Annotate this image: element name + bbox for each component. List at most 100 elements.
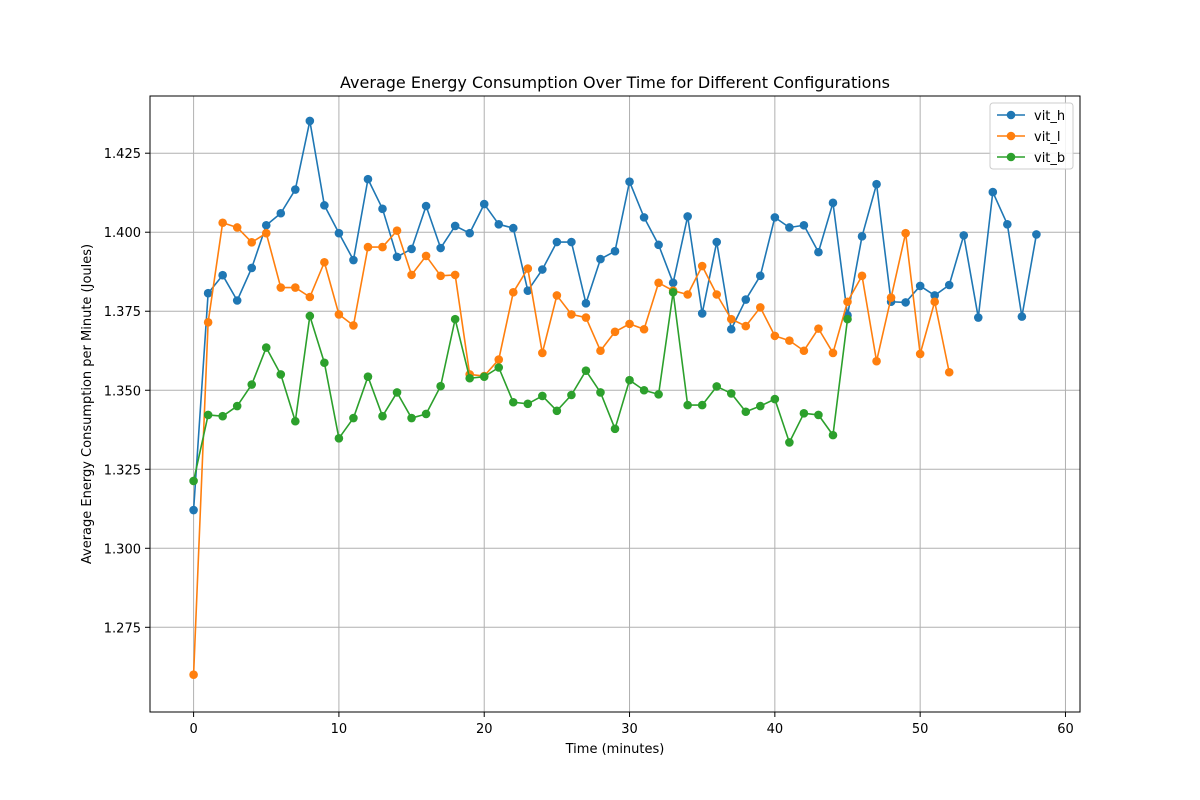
data-point-vit_l xyxy=(872,356,881,366)
data-point-vit_h xyxy=(1003,220,1012,229)
x-axis-label: Time (minutes) xyxy=(565,742,665,757)
data-point-vit_h xyxy=(465,228,474,238)
data-point-vit_b xyxy=(320,358,329,368)
data-point-vit_l xyxy=(203,318,213,327)
data-point-vit_b xyxy=(756,401,765,411)
series-vit_l xyxy=(189,218,954,679)
data-point-vit_h xyxy=(610,246,620,256)
legend-label-vit_h: vit_h xyxy=(1034,109,1065,124)
data-point-vit_h xyxy=(712,237,722,247)
data-point-vit_h xyxy=(756,271,765,281)
data-point-vit_l xyxy=(639,324,649,334)
grid-lines xyxy=(150,96,1080,712)
x-tick-label: 10 xyxy=(331,722,348,737)
data-point-vit_h xyxy=(349,255,358,265)
data-point-vit_b xyxy=(596,388,605,397)
data-point-vit_l xyxy=(581,313,591,322)
data-point-vit_h xyxy=(697,309,707,318)
y-tick-label: 1.375 xyxy=(104,305,141,320)
data-point-vit_b xyxy=(610,424,620,434)
data-point-vit_l xyxy=(886,293,896,302)
series-layer xyxy=(189,116,1041,679)
legend-label-vit_l: vit_l xyxy=(1034,130,1061,145)
data-point-vit_l xyxy=(712,290,722,299)
data-point-vit_h xyxy=(203,288,213,298)
data-point-vit_h xyxy=(901,298,910,307)
data-point-vit_h xyxy=(872,179,881,189)
data-point-vit_h xyxy=(1017,312,1027,321)
data-point-vit_b xyxy=(683,400,692,410)
data-point-vit_l xyxy=(944,367,954,377)
data-point-vit_h xyxy=(741,295,751,304)
data-point-vit_h xyxy=(654,240,663,250)
data-point-vit_b xyxy=(450,314,460,324)
data-point-vit_b xyxy=(363,372,373,381)
y-tick-label: 1.350 xyxy=(104,384,141,399)
data-point-vit_h xyxy=(683,212,692,221)
data-point-vit_b xyxy=(552,406,562,416)
data-point-vit_h xyxy=(973,313,983,322)
data-point-vit_h xyxy=(261,220,271,230)
data-point-vit_l xyxy=(494,355,504,364)
data-point-vit_h xyxy=(363,174,373,184)
data-point-vit_l xyxy=(363,242,373,252)
data-point-vit_l xyxy=(770,331,780,341)
data-point-vit_h xyxy=(668,278,678,288)
data-point-vit_l xyxy=(334,310,344,319)
data-point-vit_l xyxy=(683,290,692,299)
data-point-vit_l xyxy=(799,346,809,356)
data-point-vit_l xyxy=(436,271,445,281)
legend-marker-vit_b xyxy=(1006,152,1016,162)
data-point-vit_l xyxy=(421,251,431,261)
data-point-vit_l xyxy=(567,310,576,319)
data-point-vit_l xyxy=(538,348,547,358)
data-point-vit_l xyxy=(596,346,605,356)
data-point-vit_l xyxy=(450,270,460,280)
data-point-vit_h xyxy=(421,201,431,211)
data-point-vit_h xyxy=(291,185,300,194)
data-point-vit_h xyxy=(814,247,823,257)
data-point-vit_l xyxy=(218,218,227,228)
data-point-vit_b xyxy=(697,400,707,410)
data-point-vit_l xyxy=(261,228,271,238)
data-point-vit_b xyxy=(421,409,431,419)
data-point-vit_l xyxy=(508,287,518,297)
data-point-vit_b xyxy=(770,394,780,404)
data-point-vit_h xyxy=(392,252,402,262)
data-point-vit_l xyxy=(843,297,852,307)
data-point-vit_b xyxy=(276,370,286,379)
data-point-vit_b xyxy=(465,373,474,383)
data-point-vit_h xyxy=(726,324,736,334)
data-point-vit_l xyxy=(654,278,663,288)
y-tick-label: 1.275 xyxy=(104,621,141,636)
data-point-vit_b xyxy=(785,438,794,447)
data-point-vit_b xyxy=(334,433,344,443)
data-point-vit_l xyxy=(378,242,387,252)
data-point-vit_h xyxy=(523,286,533,295)
data-point-vit_h xyxy=(944,280,954,290)
data-point-vit_h xyxy=(276,208,286,218)
data-point-vit_l xyxy=(741,321,751,331)
series-vit_b xyxy=(189,287,852,486)
data-point-vit_h xyxy=(1032,230,1041,239)
data-point-vit_b xyxy=(625,375,634,385)
data-point-vit_h xyxy=(770,213,780,222)
data-point-vit_h xyxy=(639,213,649,222)
data-point-vit_b xyxy=(814,410,823,420)
y-tick-label: 1.400 xyxy=(104,226,141,241)
data-point-vit_b xyxy=(392,388,402,397)
data-point-vit_b xyxy=(218,411,227,421)
data-point-vit_b xyxy=(189,476,198,486)
data-point-vit_l xyxy=(915,349,925,359)
data-point-vit_h xyxy=(785,223,794,232)
y-tick-label: 1.325 xyxy=(104,463,141,478)
legend-box xyxy=(989,102,1074,170)
data-point-vit_b xyxy=(828,430,838,440)
data-point-vit_b xyxy=(639,385,649,395)
data-point-vit_l xyxy=(901,228,910,238)
data-point-vit_b xyxy=(799,409,809,418)
x-tick-label: 0 xyxy=(189,722,197,737)
data-point-vit_h xyxy=(959,231,969,240)
data-point-vit_h xyxy=(508,223,518,233)
x-tick-label: 30 xyxy=(621,722,638,737)
